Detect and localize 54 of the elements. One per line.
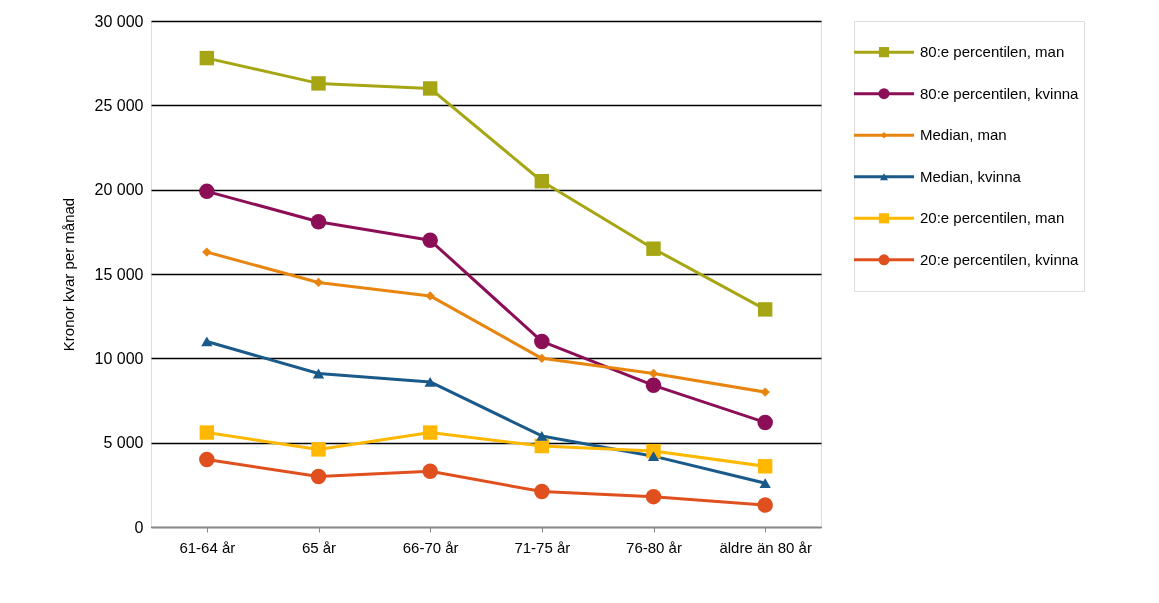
point [645, 377, 662, 394]
point [648, 368, 659, 379]
y-tick-label: 20 000 [94, 181, 144, 199]
legend-label: Median, man [920, 126, 1007, 144]
point [202, 247, 212, 257]
y-tick-label: 30 000 [94, 12, 144, 30]
point [201, 336, 213, 347]
point [199, 425, 215, 440]
x-tick-label: 76-80 år [626, 538, 682, 556]
point [311, 442, 326, 457]
point [424, 377, 436, 387]
legend-label: 80:e percentilen, man [920, 43, 1065, 61]
y-tick-label: 10 000 [94, 349, 144, 367]
point [310, 468, 327, 485]
point [537, 353, 547, 364]
point [313, 277, 324, 288]
point [422, 81, 438, 96]
point [310, 213, 327, 230]
x-tick-label: 66-70 år [402, 538, 459, 556]
point [646, 241, 661, 256]
legend-label: 80:e percentilen, kvinna [920, 84, 1080, 102]
legend-label: 20:e percentilen, kvinna [920, 250, 1080, 268]
y-tick-label: 25 000 [94, 96, 144, 114]
point [757, 459, 773, 474]
y-axis-title: Kronor kvar per månad [59, 197, 77, 352]
x-tick-label: äldre än 80 år [719, 538, 812, 556]
point [422, 463, 438, 480]
point [534, 333, 550, 350]
point [536, 431, 548, 441]
point [647, 451, 660, 462]
point [425, 291, 435, 301]
legend-label: Median, kvinna [920, 167, 1022, 185]
y-tick-label: 0 [134, 518, 144, 536]
legend-label: 20:e percentilen, man [920, 209, 1065, 227]
point [760, 387, 770, 397]
point [757, 497, 773, 513]
point [534, 174, 550, 189]
point [759, 478, 771, 489]
point [757, 414, 773, 431]
y-tick-label: 5 000 [103, 434, 144, 452]
point [422, 232, 438, 248]
x-tick-label: 65 år [301, 538, 337, 556]
point [311, 76, 326, 91]
point [534, 483, 550, 500]
point [312, 368, 325, 379]
point [199, 451, 215, 468]
x-tick-label: 61-64 år [179, 538, 236, 556]
point [199, 183, 215, 200]
point [199, 50, 215, 66]
point [645, 488, 662, 505]
point [422, 425, 438, 440]
x-tick-label: 71-75 år [514, 538, 571, 556]
point [757, 302, 773, 317]
y-tick-label: 15 000 [94, 265, 144, 283]
